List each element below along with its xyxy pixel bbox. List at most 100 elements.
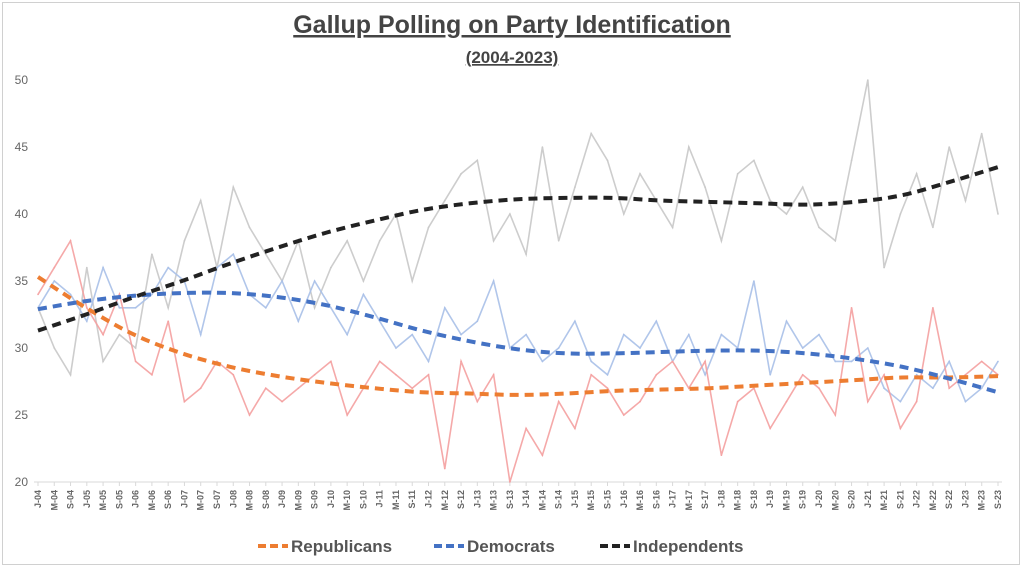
data-point-democrats: [655, 320, 658, 323]
x-tick-label: S-13: [505, 490, 515, 509]
data-point-republicans: [118, 293, 121, 296]
data-point-democrats: [834, 360, 837, 363]
data-point-democrats: [411, 333, 414, 336]
data-point-democrats: [769, 374, 772, 376]
data-point-independents: [622, 213, 625, 215]
x-tick-label: S-05: [114, 490, 124, 509]
data-point-democrats: [704, 374, 706, 376]
x-tick-label: S-07: [212, 490, 222, 509]
data-point-democrats: [867, 347, 869, 349]
data-point-democrats: [264, 307, 267, 309]
data-point-republicans: [509, 481, 511, 483]
data-point-republicans: [525, 427, 527, 430]
data-point-republicans: [151, 374, 153, 376]
data-point-independents: [313, 307, 316, 309]
chart-title: Gallup Polling on Party Identification: [293, 11, 731, 39]
x-tick-label: M-15: [586, 490, 596, 511]
x-tick-label: J-07: [179, 490, 189, 508]
data-point-democrats: [964, 400, 967, 403]
data-point-republicans: [199, 387, 202, 390]
x-tick-label: J-18: [716, 490, 726, 508]
data-point-independents: [362, 280, 365, 282]
legend-label-democrats: Democrats: [467, 537, 555, 556]
x-tick-label: S-17: [700, 490, 710, 509]
x-tick-label: J-10: [326, 490, 336, 508]
data-point-independents: [606, 159, 609, 162]
data-point-democrats: [736, 347, 739, 349]
data-point-democrats: [639, 347, 641, 349]
x-tick-label: S-23: [993, 490, 1003, 509]
data-point-democrats: [980, 387, 983, 390]
data-point-democrats: [330, 307, 332, 309]
x-tick-label: S-04: [66, 490, 76, 509]
data-point-independents: [671, 226, 674, 229]
data-point-independents: [476, 159, 479, 162]
data-point-independents: [964, 199, 967, 202]
x-tick-label: J-06: [131, 490, 141, 508]
data-point-democrats: [297, 320, 300, 323]
data-point-republicans: [37, 293, 39, 296]
trendline-independents: [37, 165, 999, 333]
data-point-independents: [167, 307, 169, 309]
data-point-independents: [932, 226, 934, 229]
x-tick-label: M-23: [977, 490, 987, 511]
trendline-democrats: [37, 290, 999, 395]
data-point-independents: [443, 199, 446, 202]
data-point-democrats: [346, 333, 348, 336]
data-point-independents: [525, 253, 527, 255]
data-point-republicans: [769, 427, 772, 430]
data-point-republicans: [867, 400, 869, 403]
data-point-democrats: [151, 293, 153, 296]
x-tick-label: J-19: [765, 490, 775, 508]
data-point-democrats: [460, 333, 462, 336]
data-point-republicans: [932, 307, 934, 309]
data-point-democrats: [688, 333, 690, 336]
data-point-independents: [899, 213, 902, 215]
y-tick-label: 45: [15, 140, 29, 154]
data-point-democrats: [606, 374, 609, 376]
data-point-independents: [736, 173, 739, 175]
data-point-republicans: [834, 414, 837, 416]
x-tick-label: S-16: [651, 490, 661, 509]
x-tick-label: J-05: [82, 490, 92, 508]
x-tick-label: J-16: [619, 490, 629, 508]
x-tick-label: J-14: [521, 490, 531, 508]
data-point-democrats: [281, 280, 283, 282]
data-point-republicans: [134, 360, 137, 363]
data-point-independents: [948, 146, 950, 148]
data-point-democrats: [915, 374, 918, 376]
data-point-independents: [704, 186, 706, 188]
data-point-republicans: [330, 360, 332, 363]
data-point-republicans: [818, 387, 820, 390]
data-point-independents: [411, 280, 414, 282]
data-point-democrats: [362, 293, 365, 296]
data-point-independents: [818, 226, 820, 229]
data-point-independents: [980, 132, 983, 135]
x-tick-label: S-14: [554, 490, 564, 509]
x-tick-label: M-10: [342, 490, 352, 511]
data-point-republicans: [801, 374, 804, 376]
x-tick-label: M-17: [684, 490, 694, 511]
data-point-democrats: [69, 293, 72, 296]
data-point-independents: [509, 213, 511, 215]
data-point-republicans: [281, 400, 283, 403]
data-point-independents: [801, 186, 804, 188]
data-point-democrats: [590, 360, 593, 363]
data-point-independents: [460, 173, 462, 175]
x-tick-label: M-22: [928, 490, 938, 511]
data-point-democrats: [557, 347, 560, 349]
series-line-independents: [37, 79, 999, 378]
data-point-democrats: [427, 360, 430, 363]
data-point-republicans: [704, 360, 706, 363]
x-tick-label: J-20: [814, 490, 824, 508]
x-tick-label: J-21: [863, 490, 873, 508]
x-tick-label: S-18: [749, 490, 759, 509]
data-point-republicans: [899, 427, 902, 430]
data-point-republicans: [883, 374, 885, 376]
data-point-republicans: [492, 374, 495, 376]
data-point-democrats: [476, 320, 479, 323]
x-tick-label: J-04: [33, 490, 43, 508]
data-point-republicans: [443, 467, 446, 470]
